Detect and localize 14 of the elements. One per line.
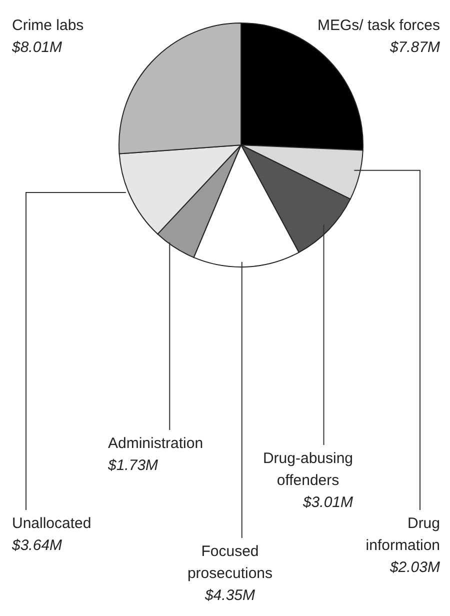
- data-label: $2.03M: [388, 559, 440, 576]
- slice-label: Crime labs: [12, 17, 84, 34]
- slice-label: Focused prosecutions: [187, 543, 273, 582]
- slice-label: Unallocated: [12, 515, 92, 532]
- data-label: $1.73M: [107, 457, 159, 474]
- data-label: $8.01M: [11, 39, 63, 56]
- data-label: $7.87M: [388, 39, 440, 56]
- slice-label: MEGs/ task forces: [317, 17, 440, 34]
- data-label: $4.35M: [204, 587, 256, 604]
- data-label: $3.01M: [302, 494, 354, 511]
- slice-label: Drug information: [366, 515, 440, 554]
- data-label: $3.64M: [11, 537, 63, 554]
- slice-label: Drug-abusing offenders: [262, 450, 354, 489]
- slice-label: Administration: [108, 435, 204, 452]
